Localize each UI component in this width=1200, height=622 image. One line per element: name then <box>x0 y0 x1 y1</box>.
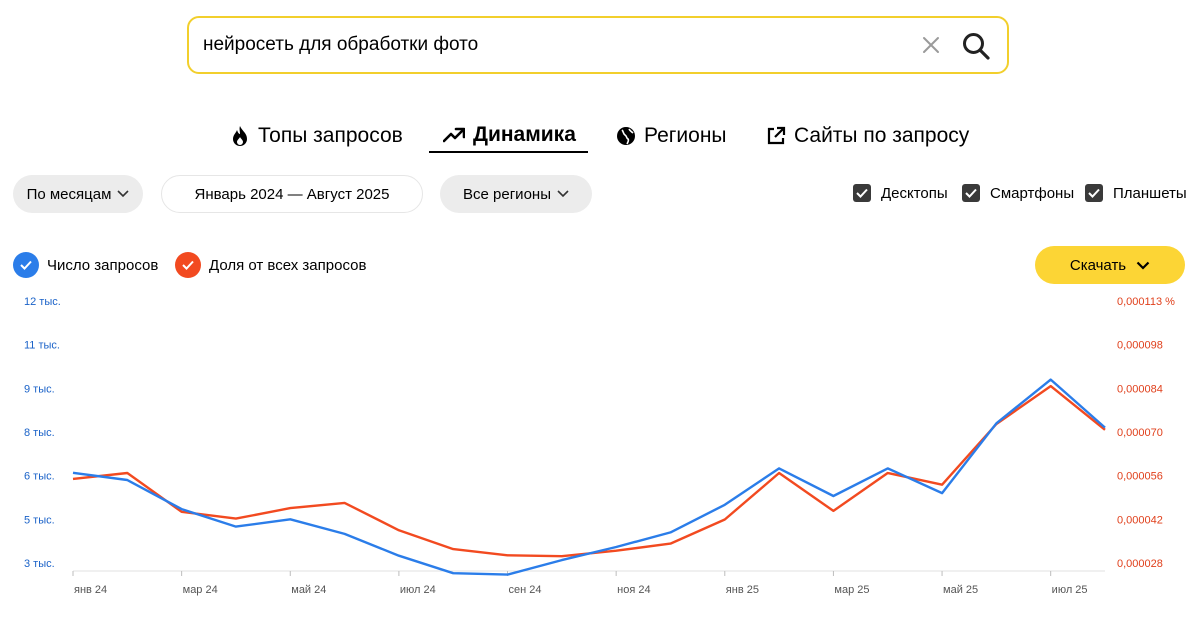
download-button[interactable]: Скачать <box>1035 246 1185 284</box>
x-tick-label: янв 25 <box>726 584 759 596</box>
chevron-down-icon <box>557 190 569 198</box>
x-tick-label: сен 24 <box>509 584 542 596</box>
region-select[interactable]: Все регионы <box>440 175 592 213</box>
search-icon[interactable] <box>961 31 991 61</box>
legend-count-label: Число запросов <box>47 256 159 274</box>
tab-dynamics[interactable]: Динамика <box>429 118 588 153</box>
checkbox-checked-icon <box>1085 184 1103 202</box>
x-tick-label: июл 24 <box>400 584 436 596</box>
trend-up-icon <box>443 127 465 142</box>
x-tick-label: май 25 <box>943 584 978 596</box>
tab-top-queries[interactable]: Топы запросов <box>230 118 403 154</box>
y-tick-left: 8 тыс. <box>24 427 55 439</box>
y-tick-left: 5 тыс. <box>24 514 55 526</box>
chevron-down-icon <box>117 190 129 198</box>
tab-top-queries-label: Топы запросов <box>258 124 403 147</box>
device-smartphone-label: Смартфоны <box>990 184 1075 202</box>
x-tick-label: мар 24 <box>183 584 218 596</box>
y-tick-left: 11 тыс. <box>24 340 60 352</box>
y-tick-right: 0,000056 <box>1117 471 1163 483</box>
chevron-down-icon <box>1136 261 1150 270</box>
tab-dynamics-label: Динамика <box>473 122 576 146</box>
tab-regions-label: Регионы <box>644 124 727 147</box>
period-select-label: По месяцам <box>26 185 112 203</box>
y-tick-right: 0,000070 <box>1117 427 1163 439</box>
legend-share-check-icon <box>175 252 201 278</box>
series-line-count <box>72 378 1106 576</box>
y-tick-right: 0,000028 <box>1117 558 1163 570</box>
x-tick-label: май 24 <box>291 584 326 596</box>
tab-regions[interactable]: Регионы <box>616 118 727 154</box>
y-tick-left: 12 тыс. <box>24 296 61 308</box>
y-tick-right: 0,000113 % <box>1117 296 1175 308</box>
x-tick-label: янв 24 <box>74 584 107 596</box>
x-tick-label: ноя 24 <box>617 584 650 596</box>
dynamics-chart: 12 тыс. 11 тыс. 9 тыс. 8 тыс. 6 тыс. 5 тыс. 3 … <box>24 296 1175 596</box>
search-box[interactable] <box>187 16 1009 74</box>
tab-sites[interactable]: Сайты по запросу <box>766 118 969 154</box>
download-button-label: Скачать <box>1069 256 1127 274</box>
legend-count-toggle[interactable]: Число запросов <box>13 252 158 278</box>
device-tablet-checkbox[interactable]: Планшеты <box>1085 184 1187 202</box>
y-tick-right: 0,000042 <box>1117 514 1163 526</box>
y-tick-right: 0,000098 <box>1117 340 1163 352</box>
x-tick-label: июл 25 <box>1052 584 1088 596</box>
checkbox-checked-icon <box>962 184 980 202</box>
checkbox-checked-icon <box>853 184 871 202</box>
tab-sites-label: Сайты по запросу <box>794 124 970 147</box>
device-desktop-checkbox[interactable]: Десктопы <box>853 184 948 202</box>
device-tablet-label: Планшеты <box>1113 184 1187 202</box>
fire-icon <box>233 126 247 146</box>
legend-share-label: Доля от всех запросов <box>209 256 367 274</box>
y-tick-left: 6 тыс. <box>24 471 55 483</box>
device-desktop-label: Десктопы <box>881 184 948 202</box>
chart-lines <box>72 378 1106 576</box>
x-axis: янв 24 мар 24 май 24 июл 24 сен 24 ноя 24 янв … <box>72 570 1105 596</box>
x-tick-label: мар 25 <box>834 584 869 596</box>
date-range-label: Январь 2024 — Август 2025 <box>194 185 390 203</box>
clear-icon[interactable] <box>919 33 943 57</box>
region-select-label: Все регионы <box>463 185 551 203</box>
device-smartphone-checkbox[interactable]: Смартфоны <box>962 184 1074 202</box>
legend-count-check-icon <box>13 252 39 278</box>
period-select[interactable]: По месяцам <box>13 175 143 213</box>
series-line-share <box>72 384 1106 558</box>
search-input[interactable] <box>203 18 903 72</box>
tabs-bar: Топы запросов Динамика Регионы Сайты по … <box>0 118 1200 158</box>
y-tick-right: 0,000084 <box>1117 383 1163 395</box>
y-axis-left: 12 тыс. 11 тыс. 9 тыс. 8 тыс. 6 тыс. 5 тыс. 3 … <box>24 296 61 570</box>
globe-icon <box>617 127 635 145</box>
y-tick-left: 9 тыс. <box>24 383 55 395</box>
external-link-icon <box>767 126 786 145</box>
y-tick-left: 3 тыс. <box>24 558 55 570</box>
date-range-picker[interactable]: Январь 2024 — Август 2025 <box>161 175 423 213</box>
legend-share-toggle[interactable]: Доля от всех запросов <box>175 252 366 278</box>
y-axis-right: 0,000113 % 0,000098 0,000084 0,000070 0,0000… <box>1117 296 1175 570</box>
